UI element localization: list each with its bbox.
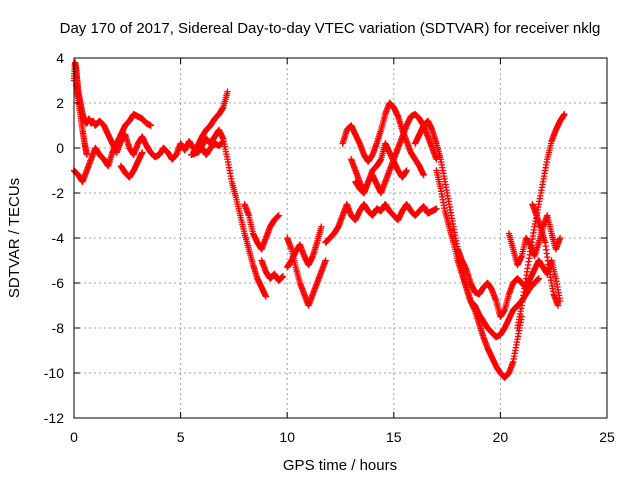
data-point [275,212,282,219]
series-14 [411,117,525,381]
series-11 [339,99,427,179]
chart-title: Day 170 of 2017, Sidereal Day-to-day VTE… [60,20,601,37]
y-tick-label: -2 [52,185,65,201]
data-point [279,273,287,280]
data-point [220,138,227,145]
data-point [322,257,329,264]
series-1 [70,111,154,185]
x-tick-label: 0 [70,429,78,445]
x-tick-label: 5 [177,429,185,445]
data-point [147,122,154,129]
x-axis-label: GPS time / hours [283,457,397,474]
y-tick-label: -12 [44,410,64,426]
data-point [83,151,90,158]
data-point [535,275,542,282]
y-tick-label: -6 [52,275,65,291]
series-10 [322,201,440,246]
x-tick-label: 10 [279,429,295,445]
series-6 [241,201,282,253]
series-18 [505,212,564,269]
y-tick-label: 2 [56,95,64,111]
grid-lines [74,58,607,418]
series-15 [433,167,542,341]
data-points [70,59,568,381]
y-axis-label: SDTVAR / TECUs [6,178,23,298]
axis-ticks: 0 5 10 15 20 25 -12 -10 -8 -6 -4 -2 0 2 4 [44,50,615,445]
y-tick-label: -10 [44,365,64,381]
y-tick-label: -8 [52,320,65,336]
data-point [554,302,562,309]
series-17 [514,111,568,332]
data-point [224,88,231,95]
series-0 [70,59,270,300]
series-3 [117,149,146,181]
x-tick-label: 15 [386,429,402,445]
x-tick-label: 20 [493,429,509,445]
data-point [318,223,325,230]
y-tick-label: 0 [56,140,64,156]
data-point [139,149,146,156]
series-9 [284,223,325,271]
data-point [433,205,440,212]
series-13 [352,140,410,197]
data-point [420,171,427,179]
series-7 [258,257,287,284]
series-19 [529,201,562,309]
y-tick-label: 4 [56,50,64,66]
data-point [403,167,410,174]
data-point [556,234,564,242]
series-5 [188,138,227,158]
data-point [262,293,270,300]
x-tick-label: 25 [599,429,615,445]
series-8 [284,234,329,309]
data-point [561,111,568,118]
y-tick-label: -4 [52,230,65,246]
